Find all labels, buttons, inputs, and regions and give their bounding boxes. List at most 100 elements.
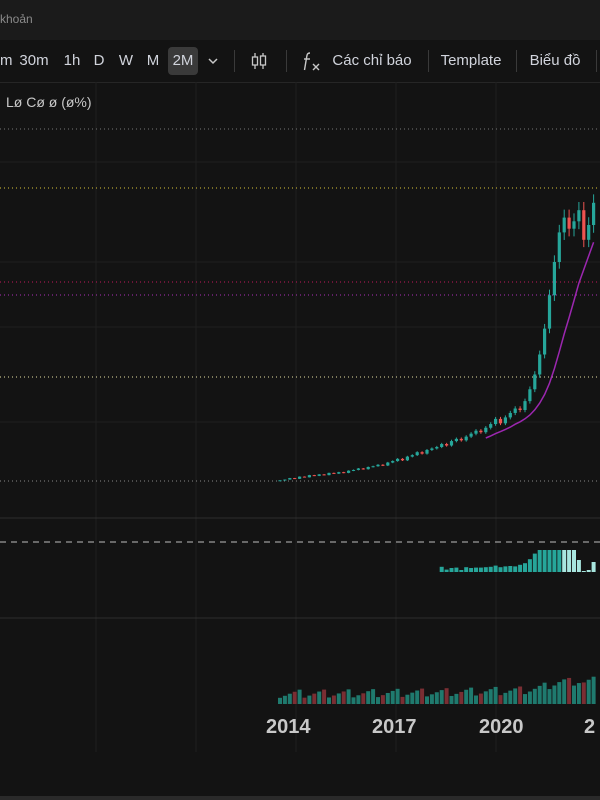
oscillator-bar: [518, 564, 523, 572]
candle-body: [489, 424, 493, 428]
oscillator-bar: [581, 571, 586, 572]
interval-2m[interactable]: 2M: [168, 47, 198, 75]
interval-dropdown[interactable]: [202, 47, 224, 75]
volume-bar: [307, 695, 312, 704]
candlestick-series: [278, 194, 596, 482]
candle-body: [474, 430, 478, 434]
candle-body: [396, 458, 400, 462]
candle-body: [425, 449, 429, 454]
oscillator-bar: [503, 566, 508, 572]
volume-bar: [513, 688, 518, 704]
interval-day[interactable]: D: [93, 52, 105, 69]
candle-body: [430, 448, 434, 450]
candle-body: [298, 476, 302, 479]
indicators-button[interactable]: Các chỉ báo: [332, 52, 412, 69]
candle-body: [405, 456, 409, 461]
interval-30m[interactable]: 30m: [19, 52, 49, 69]
level-lines: [0, 128, 600, 482]
oscillator-bar: [478, 567, 483, 572]
candle-body: [484, 427, 488, 433]
oscillator-bar: [459, 570, 464, 572]
candle-body: [288, 478, 292, 480]
interval-1h[interactable]: 1h: [63, 52, 81, 69]
volume-bar: [542, 682, 547, 704]
interval-minute[interactable]: m: [0, 52, 13, 69]
oscillator-bar: [488, 566, 493, 572]
candle-body: [518, 408, 522, 410]
volume-bar: [478, 693, 483, 704]
moving-average-line: [485, 241, 595, 439]
oscillator-bar: [567, 550, 572, 572]
candle-body: [293, 478, 297, 480]
volume-bar: [557, 682, 562, 704]
candle-body: [513, 408, 517, 413]
volume-bar: [292, 691, 297, 704]
interval-week[interactable]: W: [118, 52, 134, 69]
volume-bar: [483, 691, 488, 704]
indicators-button-icon[interactable]: [297, 47, 325, 75]
volume-bar: [420, 688, 425, 704]
candle-body: [332, 472, 336, 474]
interval-month[interactable]: M: [146, 52, 160, 69]
candle-body: [435, 447, 439, 449]
candle-body: [567, 217, 571, 229]
candle-body: [572, 221, 576, 229]
volume-bar: [322, 689, 327, 704]
volume-bar: [336, 693, 341, 704]
candle-body: [391, 461, 395, 463]
candle-body: [283, 479, 287, 481]
candle-body: [302, 476, 307, 478]
volume-bar: [376, 697, 380, 704]
candle-body: [449, 441, 454, 446]
volume-bar: [508, 690, 513, 704]
volume-bar: [361, 693, 366, 704]
oscillator-bar: [532, 553, 537, 572]
volume-bar: [503, 692, 508, 704]
bottom-scroll-strip[interactable]: [0, 796, 600, 800]
volume-bar: [498, 695, 503, 704]
price-chart[interactable]: [0, 82, 600, 796]
candle-body: [582, 210, 586, 240]
chart-type-button[interactable]: Biểu đồ: [529, 52, 581, 69]
volume-bar: [278, 697, 282, 704]
chart-toolbar: m 30m 1h D W M 2M Các chỉ báo Template B…: [0, 40, 600, 83]
oscillator-bar: [576, 560, 581, 572]
toolbar-divider: [286, 50, 287, 72]
candle-body: [503, 417, 507, 424]
volume-bar: [449, 695, 454, 704]
volume-bar: [371, 689, 376, 704]
volume-bar: [523, 694, 527, 704]
oscillator-bar: [474, 567, 478, 572]
account-tab[interactable]: khoản: [0, 12, 33, 26]
oscillator-bar: [523, 563, 527, 572]
x-axis-label-2020: 2020: [479, 716, 524, 738]
candle-type-button[interactable]: [244, 47, 274, 75]
x-axis-label-2017: 2017: [372, 716, 417, 738]
candle-body: [307, 475, 311, 478]
candle-body: [420, 452, 424, 454]
candle-body: [464, 436, 468, 441]
volume-bar: [572, 685, 576, 704]
volume-bar: [366, 691, 371, 704]
candle-body: [543, 328, 547, 355]
candle-body: [577, 210, 581, 222]
candle-body: [376, 464, 380, 467]
volume-bar: [474, 695, 478, 704]
volume-bar: [562, 679, 567, 704]
volume-bar: [410, 692, 415, 704]
oscillator-bar: [527, 559, 532, 572]
oscillator-bar: [508, 566, 513, 572]
volume-bar: [405, 694, 410, 704]
candle-body: [312, 475, 316, 477]
template-button[interactable]: Template: [440, 52, 502, 69]
candle-body: [498, 418, 503, 424]
candle-body: [366, 466, 370, 470]
volume-bar: [312, 693, 317, 704]
oscillator-bar: [493, 565, 498, 572]
volume-bar: [302, 697, 307, 704]
candle-body: [327, 472, 331, 476]
candle-body: [552, 262, 556, 296]
candle-body: [528, 389, 532, 402]
ohlc-legend: Lø Cø ø (ø%): [6, 94, 92, 110]
candle-body: [445, 444, 449, 446]
